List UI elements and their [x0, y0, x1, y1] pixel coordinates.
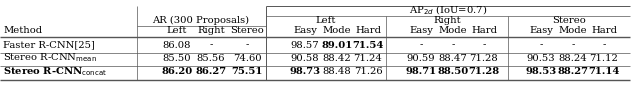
Text: 88.24: 88.24: [559, 54, 588, 62]
Text: 90.53: 90.53: [527, 54, 556, 62]
Text: 71.54: 71.54: [352, 41, 384, 50]
Text: 75.51: 75.51: [231, 68, 262, 77]
Text: Faster R-CNN[25]: Faster R-CNN[25]: [3, 41, 95, 50]
Text: -: -: [602, 41, 605, 50]
Text: 88.42: 88.42: [323, 54, 351, 62]
Text: Method: Method: [3, 25, 42, 34]
Text: 98.71: 98.71: [405, 68, 436, 77]
Text: Hard: Hard: [355, 25, 381, 34]
Text: -: -: [451, 41, 454, 50]
Text: -: -: [572, 41, 575, 50]
Text: 71.24: 71.24: [353, 54, 383, 62]
Text: 85.50: 85.50: [163, 54, 191, 62]
Text: Mode: Mode: [438, 25, 467, 34]
Text: Stereo R-CNN$_{\rm concat}$: Stereo R-CNN$_{\rm concat}$: [3, 66, 107, 78]
Text: 86.27: 86.27: [195, 68, 227, 77]
Text: 98.73: 98.73: [289, 68, 321, 77]
Text: 71.14: 71.14: [588, 68, 620, 77]
Text: Stereo: Stereo: [552, 16, 586, 25]
Text: 86.20: 86.20: [161, 68, 193, 77]
Text: 90.59: 90.59: [406, 54, 435, 62]
Text: Hard: Hard: [471, 25, 497, 34]
Text: 71.28: 71.28: [470, 54, 499, 62]
Text: 88.27: 88.27: [557, 68, 589, 77]
Text: -: -: [540, 41, 543, 50]
Text: 71.28: 71.28: [468, 68, 500, 77]
Text: Right: Right: [197, 25, 225, 34]
Text: AP$_{2d}$ (IoU=0.7): AP$_{2d}$ (IoU=0.7): [409, 3, 487, 17]
Text: Hard: Hard: [591, 25, 617, 34]
Text: 74.60: 74.60: [233, 54, 261, 62]
Text: -: -: [245, 41, 249, 50]
Text: Mode: Mode: [323, 25, 351, 34]
Text: Easy: Easy: [529, 25, 553, 34]
Text: 71.12: 71.12: [589, 54, 618, 62]
Text: Mode: Mode: [559, 25, 588, 34]
Text: 88.48: 88.48: [323, 68, 351, 77]
Text: Easy: Easy: [409, 25, 433, 34]
Text: -: -: [483, 41, 486, 50]
Text: 98.53: 98.53: [525, 68, 557, 77]
Text: 86.08: 86.08: [163, 41, 191, 50]
Text: 71.26: 71.26: [354, 68, 382, 77]
Text: 88.47: 88.47: [438, 54, 467, 62]
Text: 90.58: 90.58: [291, 54, 319, 62]
Text: 89.01: 89.01: [321, 41, 353, 50]
Text: Stereo: Stereo: [230, 25, 264, 34]
Text: 98.57: 98.57: [291, 41, 319, 50]
Text: 88.50: 88.50: [437, 68, 468, 77]
Text: Easy: Easy: [293, 25, 317, 34]
Text: -: -: [419, 41, 422, 50]
Text: Right: Right: [433, 16, 461, 25]
Text: Left: Left: [167, 25, 187, 34]
Text: 85.56: 85.56: [196, 54, 225, 62]
Text: AR (300 Proposals): AR (300 Proposals): [152, 15, 250, 25]
Text: Stereo R-CNN$_{\rm mean}$: Stereo R-CNN$_{\rm mean}$: [3, 52, 97, 64]
Text: Left: Left: [316, 16, 336, 25]
Text: -: -: [209, 41, 212, 50]
